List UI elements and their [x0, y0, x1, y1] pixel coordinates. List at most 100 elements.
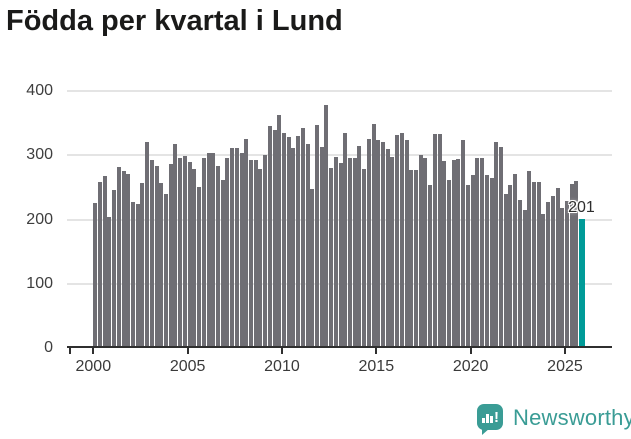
gridline — [67, 154, 612, 157]
bar — [305, 144, 310, 348]
bar — [470, 175, 475, 348]
x-tick-label: 2005 — [169, 358, 206, 375]
bar — [300, 128, 305, 348]
y-tick-label: 100 — [26, 274, 53, 292]
x-tick — [375, 348, 378, 354]
bar — [192, 169, 197, 348]
bar — [395, 134, 400, 348]
bar — [432, 134, 437, 348]
bar — [187, 161, 192, 348]
bar — [357, 146, 362, 348]
x-tick — [186, 348, 189, 354]
bar — [324, 105, 329, 348]
bar — [513, 173, 518, 348]
bar — [418, 155, 423, 348]
x-tick — [469, 348, 472, 354]
bar — [503, 193, 508, 348]
bar — [154, 165, 159, 348]
newsworthy-logo: ! Newsworthy — [477, 403, 631, 435]
bar — [508, 184, 513, 348]
bar — [230, 147, 235, 348]
bar — [267, 125, 272, 348]
bar — [220, 180, 225, 348]
bar — [281, 132, 286, 348]
bar — [461, 140, 466, 348]
logo-bar — [482, 418, 485, 423]
bar — [484, 175, 489, 348]
bar — [489, 178, 494, 348]
bar — [366, 138, 371, 348]
bar — [93, 202, 98, 348]
bar — [527, 171, 532, 348]
bar — [465, 185, 470, 348]
bar — [319, 146, 324, 348]
chart-title: Födda per kvartal i Lund — [6, 5, 343, 37]
bar — [376, 140, 381, 348]
bar — [475, 157, 480, 348]
bar — [272, 130, 277, 348]
bar — [456, 159, 461, 348]
bar — [116, 166, 121, 348]
bar — [385, 148, 390, 348]
gridline — [67, 90, 612, 92]
brand-name: Newsworthy — [513, 405, 631, 430]
bar — [145, 141, 150, 348]
bar — [126, 173, 131, 348]
x-tick — [280, 348, 283, 354]
bar — [314, 125, 319, 348]
bar — [546, 202, 551, 348]
bar — [178, 158, 183, 348]
bar — [399, 132, 404, 348]
bar — [390, 156, 395, 348]
bar — [253, 160, 258, 348]
highlight-value-label: 201 — [568, 198, 595, 216]
bar — [352, 157, 357, 348]
bar — [182, 155, 187, 348]
bar — [480, 157, 485, 348]
bar — [121, 170, 126, 348]
bar — [168, 164, 173, 348]
bar — [437, 134, 442, 348]
bar — [244, 139, 249, 348]
bar — [522, 209, 527, 348]
x-tick-label: 2025 — [547, 358, 583, 375]
bar — [112, 189, 117, 348]
bar — [442, 161, 447, 348]
bar — [286, 137, 291, 348]
bar — [239, 153, 244, 348]
bar — [498, 146, 503, 348]
exclamation-glyph: ! — [494, 409, 499, 426]
bar — [536, 182, 541, 348]
bar — [343, 132, 348, 348]
bar — [574, 180, 579, 348]
bar — [560, 207, 565, 348]
bar — [569, 184, 574, 348]
x-tick-label: 2015 — [358, 358, 395, 375]
bar — [201, 157, 206, 348]
x-tick-label: 2010 — [264, 358, 300, 375]
bar — [447, 179, 452, 348]
bar — [362, 168, 367, 348]
bar — [206, 153, 211, 348]
bar — [371, 123, 376, 348]
bar — [310, 188, 315, 348]
bar — [234, 147, 239, 348]
x-tick — [563, 348, 566, 354]
bar — [215, 165, 220, 348]
x-axis-edge-tick — [69, 348, 71, 354]
bar — [248, 160, 253, 348]
plot-area — [67, 90, 612, 348]
bar — [131, 201, 136, 348]
bar — [531, 182, 536, 348]
bar — [564, 200, 569, 348]
bar — [258, 168, 263, 348]
bar — [197, 186, 202, 348]
bar — [414, 170, 419, 348]
y-axis-labels: 0 100 200 300 400 — [0, 83, 56, 356]
bar — [135, 204, 140, 348]
bar — [291, 148, 296, 348]
bar — [296, 135, 301, 348]
bar — [404, 140, 409, 348]
bar — [329, 168, 334, 348]
bar-chart-bubble-icon: ! — [477, 404, 503, 430]
